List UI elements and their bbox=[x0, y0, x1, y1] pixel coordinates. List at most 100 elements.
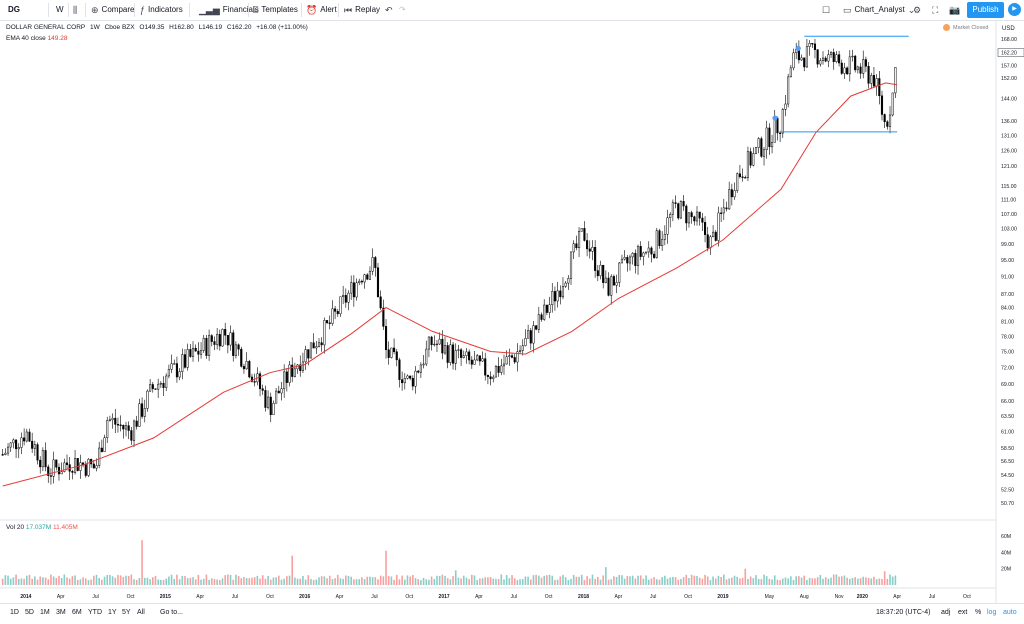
range-6m[interactable]: 6M bbox=[72, 609, 82, 616]
clock: 18:37:20 (UTC-4) bbox=[876, 609, 930, 616]
auto-toggle[interactable]: auto bbox=[1003, 609, 1017, 616]
settings-button[interactable]: ⚙ bbox=[913, 2, 921, 18]
divider bbox=[189, 3, 190, 17]
volume-bar bbox=[811, 578, 813, 585]
volume-bar bbox=[734, 576, 736, 585]
candle-down bbox=[554, 291, 556, 301]
volume-bar bbox=[72, 576, 74, 585]
candle-up bbox=[822, 58, 824, 61]
candle-down bbox=[123, 425, 125, 429]
divider bbox=[301, 3, 302, 17]
candle-up bbox=[34, 445, 36, 449]
volume-bar bbox=[176, 575, 178, 585]
replay-label: Replay bbox=[355, 2, 380, 18]
symbol-name[interactable]: DOLLAR GENERAL CORP bbox=[6, 24, 85, 31]
candle-up bbox=[423, 364, 425, 365]
indicators-button[interactable]: ƒ Indicators bbox=[140, 2, 183, 18]
compare-label: Compare bbox=[102, 2, 135, 18]
candle-down bbox=[635, 253, 637, 265]
y-tick-label: 107.00 bbox=[1001, 212, 1017, 218]
candle-up bbox=[147, 391, 149, 408]
chart-type-button[interactable]: ⫼ bbox=[73, 2, 77, 18]
ext-toggle[interactable]: ext bbox=[958, 609, 967, 616]
publish-button[interactable]: Publish bbox=[967, 2, 1004, 18]
ema-legend[interactable]: EMA 40 close 149.28 bbox=[6, 35, 67, 42]
candle-down bbox=[811, 43, 813, 44]
volume-bar bbox=[136, 580, 138, 585]
range-1m[interactable]: 1M bbox=[40, 609, 50, 616]
volume-bar bbox=[348, 576, 350, 585]
volume-bar bbox=[514, 578, 516, 585]
range-1d[interactable]: 1D bbox=[10, 609, 19, 616]
volume-tick-label: 40M bbox=[1001, 550, 1011, 556]
volume-bar bbox=[337, 575, 339, 585]
financials-button[interactable]: ▁▃▅ Financials bbox=[199, 2, 259, 18]
candle-up bbox=[369, 271, 371, 279]
candle-up bbox=[358, 281, 360, 283]
volume-bar bbox=[632, 576, 634, 585]
candle-down bbox=[833, 52, 835, 61]
range-5d[interactable]: 5D bbox=[25, 609, 34, 616]
volume-bar bbox=[828, 579, 830, 585]
volume-bar bbox=[790, 576, 792, 585]
volume-bar bbox=[691, 575, 693, 585]
redo-button[interactable]: ↷ bbox=[399, 2, 406, 18]
volume-bar bbox=[439, 576, 441, 585]
candle-down bbox=[715, 232, 717, 240]
candle-up bbox=[669, 214, 671, 217]
undo-button[interactable]: ↶ bbox=[385, 2, 393, 18]
interval-button[interactable]: W bbox=[56, 2, 64, 18]
volume-bar bbox=[238, 576, 240, 585]
range-5y[interactable]: 5Y bbox=[122, 609, 131, 616]
candle-down bbox=[798, 49, 800, 59]
adj-toggle[interactable]: adj bbox=[941, 609, 950, 616]
templates-button[interactable]: ⌸ Templates bbox=[253, 2, 298, 18]
volume-bar bbox=[442, 575, 444, 585]
volume-bar bbox=[391, 576, 393, 585]
range-1y[interactable]: 1Y bbox=[108, 609, 117, 616]
candle-down bbox=[128, 426, 130, 431]
compare-button[interactable]: ⊕ Compare bbox=[91, 2, 134, 18]
volume-bar bbox=[685, 575, 687, 585]
fullscreen-button[interactable]: ⛶ bbox=[932, 2, 938, 18]
candle-down bbox=[541, 315, 543, 320]
volume-bar bbox=[243, 577, 245, 585]
range-3m[interactable]: 3M bbox=[56, 609, 66, 616]
volume-bar bbox=[592, 575, 594, 585]
candle-up bbox=[643, 253, 645, 257]
x-tick-label: Oct bbox=[405, 594, 413, 600]
candle-down bbox=[270, 397, 272, 415]
snapshot-button[interactable]: 📷 bbox=[949, 2, 960, 18]
volume-bar bbox=[492, 579, 494, 585]
volume-bar bbox=[305, 580, 307, 585]
candle-up bbox=[372, 257, 374, 271]
volume-bar bbox=[55, 578, 57, 585]
volume-bar bbox=[600, 580, 602, 585]
y-tick-label: 111.00 bbox=[1001, 198, 1016, 204]
alert-button[interactable]: ⏰ Alert bbox=[306, 2, 337, 18]
volume-bar bbox=[294, 578, 296, 585]
candle-up bbox=[463, 356, 465, 358]
goto-button[interactable]: Go to... bbox=[160, 609, 183, 616]
legend-low: L146.19 bbox=[199, 24, 223, 31]
templates-icon: ⌸ bbox=[253, 2, 258, 18]
symbol-search[interactable]: DG bbox=[8, 2, 20, 18]
range-ytd[interactable]: YTD bbox=[88, 609, 102, 616]
candle-up bbox=[444, 345, 446, 353]
volume-bar bbox=[77, 580, 79, 585]
volume-legend[interactable]: Vol 20 17.037M 11.405M bbox=[6, 524, 78, 531]
candle-down bbox=[254, 381, 256, 382]
candle-up bbox=[5, 453, 7, 455]
log-toggle[interactable]: log bbox=[987, 609, 996, 616]
volume-bar bbox=[857, 579, 859, 585]
volume-bar bbox=[380, 576, 382, 585]
select-box[interactable]: ☐ bbox=[822, 2, 830, 18]
layout-button[interactable]: ▭ Chart_Analyst ⌄ bbox=[843, 2, 915, 18]
percent-toggle[interactable]: % bbox=[975, 609, 981, 616]
candle-up bbox=[522, 346, 524, 351]
forward-button[interactable]: ▶ bbox=[1008, 3, 1021, 16]
candle-down bbox=[152, 384, 154, 388]
range-all[interactable]: All bbox=[137, 609, 145, 616]
replay-button[interactable]: ⏮ Replay bbox=[344, 2, 380, 18]
